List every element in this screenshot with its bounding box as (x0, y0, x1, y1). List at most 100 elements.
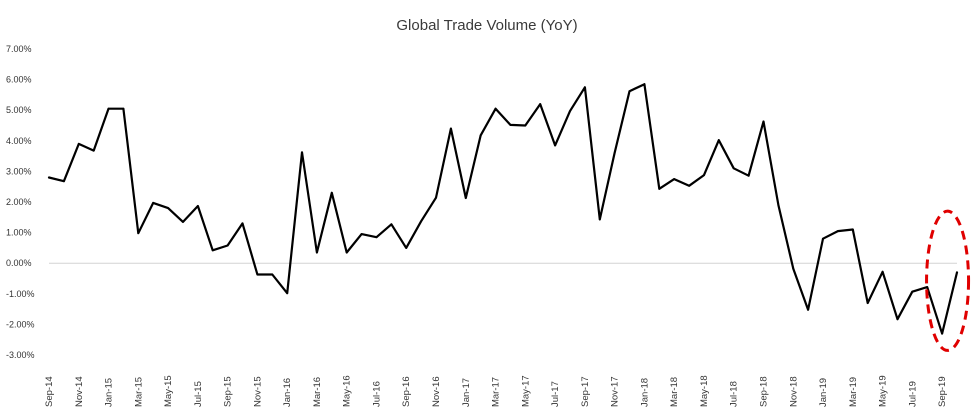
data-point (167, 207, 169, 210)
data-point (122, 107, 125, 110)
y-tick-label: -3.00% (6, 350, 35, 360)
data-point (390, 223, 393, 226)
x-tick-label: Sep-16 (401, 376, 412, 407)
data-point (48, 176, 50, 179)
x-tick-label: Sep-14 (44, 376, 55, 407)
data-point (658, 187, 661, 190)
data-point (152, 202, 155, 204)
annotation-layer (925, 209, 971, 352)
data-point (256, 273, 259, 276)
y-tick-label: 5.00% (6, 105, 32, 115)
x-tick-label: Jan-16 (282, 378, 293, 407)
data-point (107, 107, 110, 110)
data-point (732, 167, 735, 170)
x-tick-label: May-19 (878, 375, 889, 407)
data-point (926, 286, 929, 288)
data-point (360, 233, 363, 236)
x-tick-label: Nov-14 (74, 376, 85, 407)
y-tick-label: 6.00% (6, 75, 32, 85)
data-point (941, 332, 944, 335)
x-tick-label: Mar-19 (848, 377, 859, 407)
x-tick-label: Nov-17 (610, 376, 621, 407)
data-point (375, 236, 378, 239)
x-tick-label: Jan-15 (104, 378, 115, 407)
y-tick-label: 7.00% (6, 44, 32, 54)
x-tick-label: Jan-18 (639, 378, 650, 407)
data-point (450, 127, 452, 130)
data-point (435, 196, 437, 199)
x-tick-label: Jan-17 (461, 378, 472, 407)
x-tick-label: May-16 (342, 375, 353, 407)
x-tick-label: Nov-15 (252, 376, 263, 407)
data-point (866, 302, 869, 304)
data-point (92, 149, 95, 152)
x-tick-label: Mar-17 (491, 377, 502, 407)
data-point (182, 220, 184, 223)
data-point (851, 228, 854, 231)
y-tick-label: 2.00% (6, 197, 32, 207)
y-tick-label: 1.00% (6, 228, 32, 238)
data-point (286, 292, 289, 295)
y-tick-label: 0.00% (6, 258, 32, 268)
data-point (345, 251, 348, 254)
data-point (196, 205, 199, 207)
data-point (494, 107, 497, 110)
x-tick-label: May-18 (699, 375, 710, 407)
y-tick-label: 4.00% (6, 136, 32, 146)
data-point (837, 230, 839, 232)
data-point (673, 178, 676, 180)
data-point (211, 249, 214, 252)
series-line (47, 83, 959, 335)
y-tick-label: 3.00% (6, 166, 32, 176)
x-tick-label: Mar-15 (133, 377, 144, 407)
x-tick-label: Sep-19 (937, 376, 948, 407)
data-point (271, 273, 274, 276)
x-tick-label: Sep-18 (758, 376, 769, 407)
x-tick-label: Sep-15 (223, 376, 234, 407)
data-point (479, 134, 482, 137)
data-point (762, 120, 765, 123)
data-point (628, 90, 631, 93)
data-point (598, 218, 601, 221)
x-tick-label: Jul-17 (550, 381, 561, 407)
x-tick-label: Nov-16 (431, 376, 442, 407)
x-tick-label: Nov-18 (788, 376, 799, 407)
x-tick-label: Mar-16 (312, 377, 323, 407)
data-point (77, 142, 80, 145)
data-point (330, 191, 333, 194)
data-point (509, 123, 512, 126)
data-point (569, 110, 571, 113)
data-point (703, 174, 705, 176)
data-point (137, 232, 140, 235)
x-tick-label: Sep-17 (580, 376, 591, 407)
data-point (747, 174, 750, 177)
data-point (688, 184, 690, 187)
data-point (717, 139, 720, 142)
x-tick-label: Jan-19 (818, 378, 829, 407)
data-point (613, 152, 616, 154)
x-tick-label: Jul-19 (907, 381, 918, 407)
data-point (822, 237, 824, 240)
x-tick-label: Mar-18 (669, 377, 680, 407)
data-point (554, 144, 556, 147)
y-axis: 7.00% 6.00% 5.00% 4.00% 3.00% 2.00% 1.00% 0.00%… (6, 44, 957, 360)
y-tick-label: -2.00% (6, 319, 35, 329)
data-point (583, 86, 586, 89)
x-axis: Sep-14 Nov-14 Jan-15 Mar-15 May-15 Jul-15 Sep-… (44, 375, 948, 407)
data-point (241, 222, 244, 225)
highlight-ellipse (925, 209, 971, 352)
data-point (420, 220, 423, 223)
data-point (226, 244, 229, 247)
data-point (316, 251, 318, 254)
data-point (956, 271, 958, 274)
x-tick-label: Jul-16 (371, 381, 382, 407)
data-point (881, 270, 884, 273)
data-point (777, 204, 780, 206)
x-tick-label: May-15 (163, 375, 174, 407)
data-point (464, 197, 467, 199)
data-point (643, 83, 646, 86)
data-point (792, 267, 795, 270)
data-point (539, 103, 542, 105)
y-tick-label: -1.00% (6, 289, 35, 299)
